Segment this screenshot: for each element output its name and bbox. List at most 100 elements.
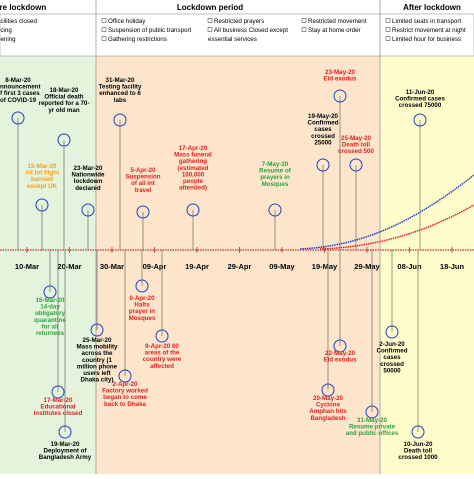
event-marker xyxy=(349,158,363,172)
event-text: (estimated xyxy=(178,165,209,172)
bullet xyxy=(207,18,213,23)
event-marker xyxy=(385,325,399,339)
bullet xyxy=(385,27,391,32)
event-text: of first 3 cases xyxy=(0,90,40,97)
event-text: 23-Mar-20 xyxy=(74,165,103,172)
event-text: travel xyxy=(135,187,152,194)
bullet xyxy=(301,18,307,23)
event-marker xyxy=(51,385,65,399)
event-text: 25-May-20 xyxy=(341,135,371,142)
event-text: and public offices xyxy=(346,430,399,437)
event-text: Mass mobility xyxy=(77,344,118,351)
date-label: 09-Apr xyxy=(143,262,167,271)
event-marker xyxy=(57,133,71,147)
bullet xyxy=(101,36,107,41)
period-item: ncing xyxy=(0,27,12,34)
event-text: Bangladesh xyxy=(310,415,345,422)
date-label: 20-Mar xyxy=(57,262,81,271)
event-text: of COVID-19 xyxy=(0,97,37,104)
event-text: Nationwide xyxy=(71,172,105,179)
event-text: 5-Apr-20 xyxy=(130,167,156,174)
event-marker xyxy=(411,425,425,439)
event-text: crossed 1000 xyxy=(398,454,438,461)
event-text: returnees xyxy=(36,330,65,337)
event-text: reported for a 70- xyxy=(39,100,90,107)
event-marker xyxy=(316,158,330,172)
event-marker xyxy=(113,113,127,127)
event-text: 25-Mar-20 xyxy=(83,337,112,344)
bullet xyxy=(301,27,307,32)
event-text: back to Dhaka xyxy=(104,401,147,408)
event-text: country (1 xyxy=(82,357,112,364)
event-text: Death toll xyxy=(342,142,370,149)
before-zone xyxy=(0,56,96,474)
event-marker xyxy=(333,89,347,103)
event-text: 100,000 xyxy=(182,171,205,178)
period-item: Stay at home order xyxy=(308,27,361,34)
period-item: All business Closed except xyxy=(214,27,288,34)
event-marker xyxy=(155,329,169,343)
bullet xyxy=(207,27,213,32)
event-text: for all xyxy=(42,323,59,330)
bullet xyxy=(101,27,107,32)
event-marker xyxy=(268,203,282,217)
lockdown-zone xyxy=(96,56,380,474)
period-title: fore lockdown xyxy=(0,3,46,12)
event-text: Bangladesh Army xyxy=(39,454,92,461)
event-text: yr old man xyxy=(48,107,80,114)
event-text: Deployment of xyxy=(44,448,88,455)
event-text: 9-Apr-20 60 xyxy=(145,343,179,350)
event-text: Eid exodus xyxy=(323,357,357,364)
event-text: Educational xyxy=(40,404,75,411)
event-marker xyxy=(333,339,347,353)
period-item: acilities closed xyxy=(0,18,37,25)
event-marker xyxy=(413,113,427,127)
date-label: 10-Mar xyxy=(15,262,39,271)
event-text: prayers in xyxy=(260,174,290,181)
event-text: of all int xyxy=(131,180,155,187)
event-text: Amphan hits xyxy=(309,408,347,415)
event-text: Testing facility xyxy=(99,84,142,91)
cases-curve xyxy=(299,174,474,250)
event-text: 18-Mar-20 xyxy=(50,87,79,94)
event-text: 17-Apr-20 xyxy=(179,145,208,152)
deaths-curve xyxy=(319,204,474,250)
event-text: 2-Jun-20 xyxy=(379,341,405,348)
period-item: Restrict movement at night xyxy=(392,27,466,34)
period-item: Restricted prayers xyxy=(214,18,264,25)
event-text: 20-May-20 xyxy=(313,395,343,402)
date-label: 09-May xyxy=(269,262,295,271)
event-text: cases xyxy=(383,354,401,361)
event-marker xyxy=(35,198,49,212)
event-text: cases xyxy=(314,126,332,133)
bullet xyxy=(101,18,107,23)
event-text: crossed xyxy=(311,133,335,140)
event-text: except UK xyxy=(27,183,58,190)
event-text: obligatory xyxy=(35,310,65,317)
event-text: 2-Apr-20 xyxy=(112,381,138,388)
event-text: across the xyxy=(82,350,114,357)
event-text: Confirmed cases xyxy=(395,96,445,103)
event-text: Confirmed xyxy=(308,120,339,127)
period-title: After lockdown xyxy=(403,3,461,12)
event-text: 11-Jun-20 xyxy=(406,89,435,96)
event-text: Halts xyxy=(134,302,150,309)
event-text: quarantine xyxy=(34,317,66,324)
event-text: 31-May-20 xyxy=(357,417,387,424)
date-label: 08-Jun xyxy=(397,262,422,271)
event-text: million phone xyxy=(77,363,118,370)
event-text: Suspension xyxy=(125,174,160,181)
event-marker xyxy=(136,205,150,219)
event-marker xyxy=(135,279,149,293)
event-text: declared xyxy=(75,185,101,192)
after-zone xyxy=(380,56,474,474)
event-text: 22-May-20 xyxy=(325,350,355,357)
event-marker xyxy=(58,425,72,439)
period-item: essential services xyxy=(208,36,257,43)
event-marker xyxy=(365,405,379,419)
event-text: Cyclone xyxy=(316,402,341,409)
event-text: 19-Mar-20 xyxy=(51,441,80,448)
event-text: prayer in xyxy=(129,308,155,315)
event-text: 17-Mar-20 xyxy=(44,397,73,404)
